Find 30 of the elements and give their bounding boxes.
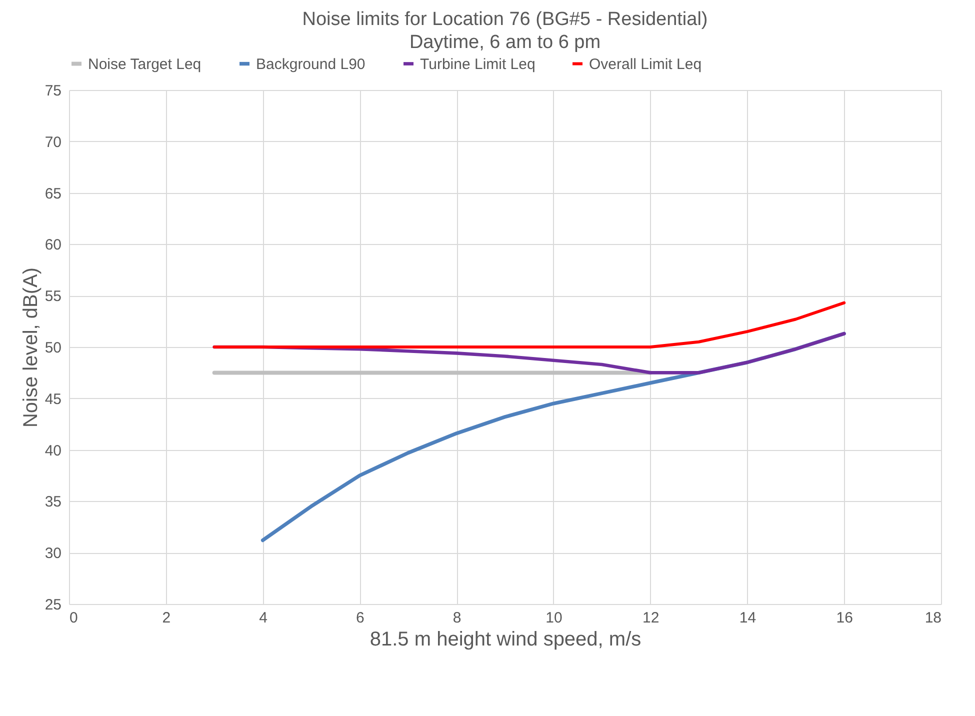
y-tick-label: 35	[44, 494, 62, 511]
x-tick-label: 2	[162, 610, 171, 626]
x-tick-label: 12	[642, 610, 660, 626]
y-tick-label: 75	[44, 82, 62, 100]
y-tick-label: 30	[44, 545, 62, 562]
x-tick-label: 14	[739, 610, 756, 626]
line-series	[212, 301, 846, 348]
y-tick-label: 55	[44, 288, 62, 306]
legend-label: Turbine Limit Leq	[420, 56, 536, 73]
x-tick-label: 18	[924, 610, 942, 626]
x-tick-label: 6	[356, 610, 364, 626]
legend-label: Background L90	[256, 56, 366, 73]
x-tick-label: 0	[70, 610, 78, 626]
legend-label: Noise Target Leq	[88, 56, 202, 73]
chart-subtitle: Daytime, 6 am to 6 pm	[409, 32, 601, 53]
y-tick-label: 25	[44, 596, 62, 614]
x-axis-title: 81.5 m height wind speed, m/s	[370, 628, 642, 650]
y-tick-label: 45	[44, 390, 62, 408]
x-tick-label: 8	[452, 610, 462, 626]
y-tick-label: 40	[44, 442, 62, 460]
y-axis-title: Noise level, dB(A)	[20, 267, 42, 428]
x-tick-label: 4	[259, 610, 268, 626]
legend-label: Overall Limit Leq	[589, 56, 702, 73]
y-tick-label: 50	[44, 340, 62, 356]
y-tick-label: 70	[44, 134, 62, 151]
y-tick-label: 65	[44, 185, 62, 202]
y-tick-label: 60	[44, 236, 62, 254]
x-tick-label: 16	[836, 610, 853, 626]
chart-title: Noise limits for Location 76 (BG#5 - Residential)	[302, 9, 708, 30]
x-tick-label: 10	[546, 610, 562, 626]
